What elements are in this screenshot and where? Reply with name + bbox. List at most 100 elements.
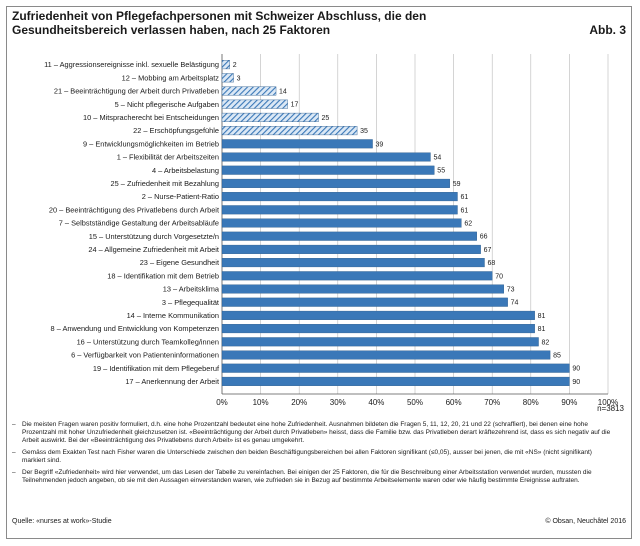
source-note: Quelle: «nurses at work»-Studie — [12, 518, 112, 525]
bar — [221, 258, 485, 268]
category-label: 10 – Mitspracherecht bei Entscheidungen — [83, 113, 219, 122]
bar-hatched — [221, 73, 234, 83]
value-label: 54 — [433, 155, 441, 162]
category-label: 3 – Pflegequalität — [162, 298, 219, 307]
bar — [221, 376, 570, 386]
bar-hatched — [221, 126, 358, 136]
footnote-dash: – — [12, 421, 16, 428]
x-tick-label: 30% — [330, 398, 346, 407]
bar — [221, 178, 450, 188]
bar-hatched — [221, 112, 319, 122]
value-label: 2 — [233, 62, 237, 69]
value-label: 82 — [542, 339, 550, 346]
value-label: 25 — [322, 115, 330, 122]
category-label: 9 – Entwicklungsmöglichkeiten im Betrieb — [83, 139, 219, 148]
figure-number: Abb. 3 — [589, 23, 626, 37]
value-label: 39 — [376, 141, 384, 148]
value-label: 3 — [237, 75, 241, 82]
copyright-note: © Obsan, Neuchâtel 2016 — [545, 518, 626, 525]
bar-chart: 11 – Aggressionsereignisse inkl. sexuell… — [44, 54, 618, 407]
value-label: 90 — [572, 366, 580, 373]
bar — [221, 165, 435, 175]
footnote-dash: – — [12, 449, 16, 456]
footnote-text: Die meisten Fragen waren positiv formuli… — [22, 421, 611, 444]
bar — [221, 297, 508, 307]
value-label: 70 — [495, 273, 503, 280]
bar — [221, 284, 504, 294]
value-label: 81 — [538, 326, 546, 333]
category-label: 5 – Nicht pflegerische Aufgaben — [115, 100, 219, 109]
bar — [221, 231, 477, 241]
bar — [221, 363, 570, 373]
category-label: 23 – Eigene Gesundheit — [140, 258, 219, 267]
category-label: 4 – Arbeitsbelastung — [152, 166, 219, 175]
bar-hatched — [221, 86, 277, 96]
value-label: 14 — [279, 89, 287, 96]
category-label: 18 – Identifikation mit dem Betrieb — [107, 271, 219, 280]
bar — [221, 337, 539, 347]
category-label: 13 – Arbeitsklima — [163, 285, 220, 294]
value-label: 68 — [487, 260, 495, 267]
bar — [221, 244, 481, 254]
category-label: 22 – Erschöpfungsgefühle — [133, 126, 219, 135]
category-label: 21 – Beeinträchtigung der Arbeit durch P… — [54, 87, 219, 96]
bar — [221, 152, 431, 162]
value-label: 35 — [360, 128, 368, 135]
value-label: 73 — [507, 287, 515, 294]
value-label: 17 — [291, 102, 299, 109]
value-label: 66 — [480, 234, 488, 241]
bar-hatched — [221, 60, 230, 70]
x-tick-label: 80% — [523, 398, 539, 407]
value-label: 90 — [572, 379, 580, 386]
bar — [221, 218, 462, 228]
category-label: 8 – Anwendung und Entwicklung von Kompet… — [51, 324, 219, 333]
category-label: 1 – Flexibilität der Arbeitszeiten — [117, 153, 219, 162]
bar-hatched — [221, 99, 288, 109]
sample-size: n=3813 — [597, 404, 624, 413]
category-label: 15 – Unterstützung durch Vorgesetzte/n — [89, 232, 219, 241]
x-tick-label: 40% — [368, 398, 384, 407]
bar — [221, 205, 458, 215]
footnotes: – Die meisten Fragen waren positiv formu… — [12, 421, 616, 489]
category-label: 19 – Identifikation mit dem Pflegeberuf — [93, 364, 220, 373]
category-label: 7 – Selbstständige Gestaltung der Arbeit… — [59, 219, 219, 228]
value-label: 85 — [553, 353, 561, 360]
bar — [221, 271, 493, 281]
category-label: 14 – Interne Kommunikation — [127, 311, 219, 320]
category-label: 17 – Anerkennung der Arbeit — [125, 377, 219, 386]
x-axis-ticks: 0% 10% 20% 30% 40% 50% 60% 70% 80% 90% 100% — [216, 398, 618, 407]
footnote: – Gemäss dem Exakten Test nach Fisher wa… — [12, 449, 616, 465]
x-tick-label: 90% — [561, 398, 577, 407]
x-tick-label: 50% — [407, 398, 423, 407]
footnote-text: Der Begriff «Zufriedenheit» wird hier ve… — [22, 469, 592, 484]
x-tick-label: 0% — [216, 398, 228, 407]
category-label: 12 – Mobbing am Arbeitsplatz — [122, 73, 220, 82]
value-label: 62 — [464, 221, 472, 228]
value-label: 61 — [460, 207, 468, 214]
bar — [221, 192, 458, 202]
bar — [221, 350, 551, 360]
value-label: 74 — [511, 300, 519, 307]
value-label: 59 — [453, 181, 461, 188]
bar — [221, 324, 535, 334]
value-label: 61 — [460, 194, 468, 201]
x-tick-label: 20% — [291, 398, 307, 407]
category-labels: 11 – Aggressionsereignisse inkl. sexuell… — [44, 60, 220, 386]
value-label: 55 — [437, 168, 445, 175]
category-label: 25 – Zufriedenheit mit Bezahlung — [111, 179, 219, 188]
chart-title: Zufriedenheit von Pflegefachpersonen mit… — [12, 9, 427, 37]
value-label: 81 — [538, 313, 546, 320]
footnote: – Der Begriff «Zufriedenheit» wird hier … — [12, 469, 616, 485]
footnote: – Die meisten Fragen waren positiv formu… — [12, 421, 616, 445]
x-tick-label: 100% — [598, 398, 618, 407]
category-label: 16 – Unterstützung durch Teamkolleg/inne… — [77, 337, 219, 346]
category-label: 6 – Verfügbarkeit von Patienteninformati… — [71, 351, 219, 360]
bar — [221, 139, 373, 149]
category-label: 11 – Aggressionsereignisse inkl. sexuell… — [44, 60, 219, 69]
bars — [221, 60, 570, 386]
x-tick-label: 10% — [253, 398, 269, 407]
category-label: 24 – Allgemeine Zufriedenheit mit Arbeit — [88, 245, 219, 254]
footnote-text: Gemäss dem Exakten Test nach Fisher ware… — [22, 449, 592, 464]
category-label: 2 – Nurse-Patient-Ratio — [142, 192, 219, 201]
